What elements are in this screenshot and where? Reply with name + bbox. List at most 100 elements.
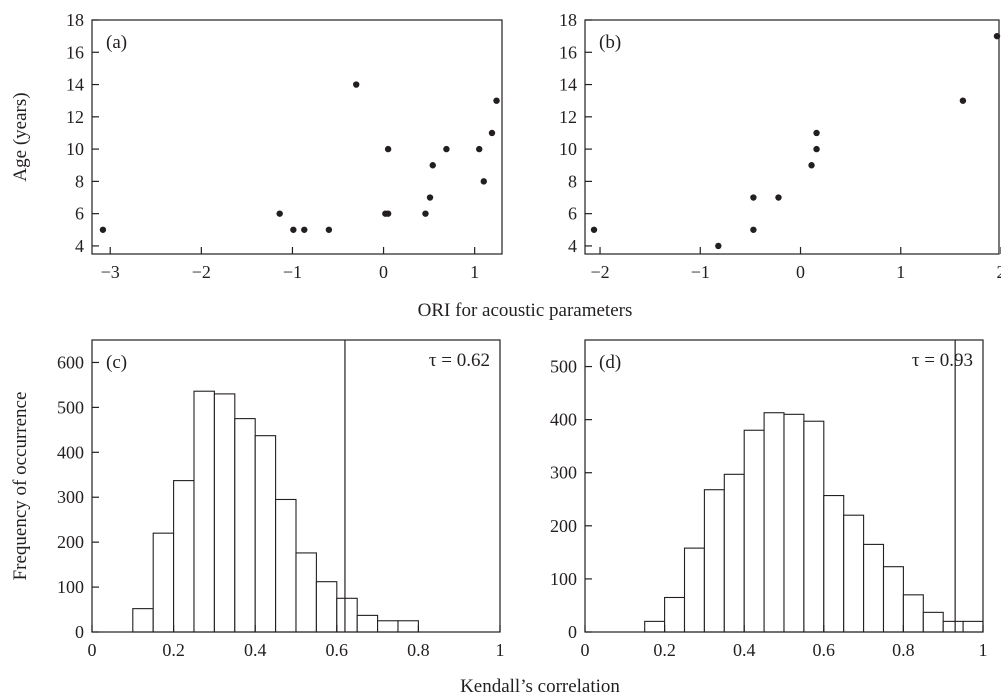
data-point — [813, 145, 820, 153]
histogram-bar — [863, 543, 885, 633]
histogram-bar — [882, 566, 904, 633]
x-tick-label: −1 — [283, 262, 302, 282]
histogram-bar — [315, 581, 338, 633]
y-tick-label: 500 — [550, 357, 577, 377]
y-tick-label: 8 — [75, 171, 84, 191]
data-point — [353, 81, 360, 88]
y-tick-label: 400 — [550, 410, 577, 430]
data-point — [808, 162, 815, 169]
data-point — [384, 145, 392, 153]
histogram-bar — [683, 547, 705, 633]
y-tick-label: 4 — [75, 236, 84, 256]
panel-label: (c) — [106, 352, 127, 373]
histogram-bar — [356, 614, 379, 633]
x-tick-label: 0 — [581, 640, 590, 660]
histogram-bar — [213, 393, 236, 633]
data-point — [290, 226, 297, 233]
x-tick-label: −2 — [192, 262, 211, 282]
panel-d: τ = 0.93 0 0.2 0.4 0.6 0.8 1 0 100 200 300 400 500 (d… — [550, 339, 988, 660]
x-tick-label: 0.2 — [162, 640, 185, 660]
histogram-bar — [193, 390, 215, 633]
tau-annotation: τ = 0.93 — [912, 350, 973, 371]
x-tick-label: 1 — [496, 640, 505, 660]
y-tick-label: 200 — [57, 532, 84, 552]
panel-b: −2−10124681012141618(b) — [559, 10, 1001, 282]
plot-frame — [91, 19, 503, 255]
x-tick-label: 0.8 — [892, 640, 915, 660]
histogram-bar — [644, 620, 666, 633]
y-tick-label: 500 — [57, 397, 84, 417]
data-point — [750, 226, 757, 233]
y-tick-label: 400 — [57, 442, 84, 462]
data-point — [480, 178, 487, 185]
y-tick-label: 300 — [550, 463, 577, 483]
histogram-bar — [962, 620, 984, 633]
data-point — [276, 210, 283, 217]
x-tick-label: 0.8 — [407, 640, 430, 660]
y-tick-label: 100 — [550, 569, 577, 589]
y-tick-label: 4 — [568, 236, 577, 256]
x-tick-label: 0 — [379, 262, 388, 282]
histogram-bar — [173, 480, 195, 633]
data-point — [443, 145, 450, 153]
data-point — [426, 194, 434, 201]
y-tick-label: 0 — [568, 622, 577, 642]
histogram-bar — [803, 420, 825, 633]
panel-label: (d) — [599, 352, 621, 373]
x-tick-label: 1 — [470, 262, 479, 282]
histogram-bar — [823, 495, 845, 633]
histogram-bar — [743, 429, 765, 633]
x-tick-label: −2 — [590, 262, 609, 282]
panel-label: (a) — [106, 32, 127, 53]
y-tick-label: 100 — [57, 577, 84, 597]
y-tick-label: 16 — [559, 42, 577, 62]
histogram-bar — [377, 620, 399, 633]
histogram-bar — [902, 594, 924, 633]
x-tick-label: 2 — [997, 262, 1001, 282]
y-tick-label: 18 — [559, 10, 577, 30]
histogram-bar — [254, 435, 277, 633]
x-tick-label: 0.2 — [653, 640, 676, 660]
x-tick-label: −3 — [101, 262, 120, 282]
y-tick-label: 6 — [568, 204, 577, 224]
histogram-bar — [942, 620, 964, 633]
x-tick-label: 0.4 — [733, 640, 756, 660]
x-tick-label: 0.4 — [244, 640, 267, 660]
y-axis-label: Frequency of occurrence — [10, 392, 31, 581]
x-tick-label: 0 — [796, 262, 805, 282]
data-point — [488, 129, 496, 137]
histogram-bar — [132, 608, 154, 633]
plot-frame — [91, 339, 501, 633]
y-tick-label: 10 — [559, 139, 577, 159]
y-tick-label: 14 — [559, 75, 577, 95]
panel-label: (b) — [599, 32, 621, 53]
histogram-bar — [703, 489, 725, 633]
data-point — [959, 97, 967, 104]
data-point — [590, 226, 598, 233]
y-tick-label: 6 — [75, 204, 84, 224]
histogram-bar — [397, 620, 419, 633]
plot-frame — [584, 19, 1000, 255]
tau-annotation: τ = 0.62 — [429, 350, 490, 371]
y-tick-label: 300 — [57, 487, 84, 507]
plot-frame — [584, 339, 984, 633]
data-point — [301, 226, 308, 233]
y-tick-label: 12 — [66, 107, 84, 127]
histogram-bar — [295, 552, 317, 633]
histogram-bar — [922, 611, 944, 633]
data-point — [750, 194, 757, 201]
data-point — [325, 226, 333, 233]
y-tick-label: 600 — [57, 352, 84, 372]
histogram-bar — [336, 597, 358, 633]
y-tick-label: 16 — [66, 42, 84, 62]
x-axis-label-kendall: Kendall’s correlation — [460, 676, 620, 697]
x-tick-label: 0 — [88, 640, 97, 660]
data-point — [813, 129, 820, 137]
histogram-bar — [275, 498, 297, 633]
data-point — [384, 210, 392, 217]
histogram-bar — [234, 418, 256, 633]
y-tick-label: 0 — [75, 622, 84, 642]
x-tick-label: 0.6 — [813, 640, 836, 660]
